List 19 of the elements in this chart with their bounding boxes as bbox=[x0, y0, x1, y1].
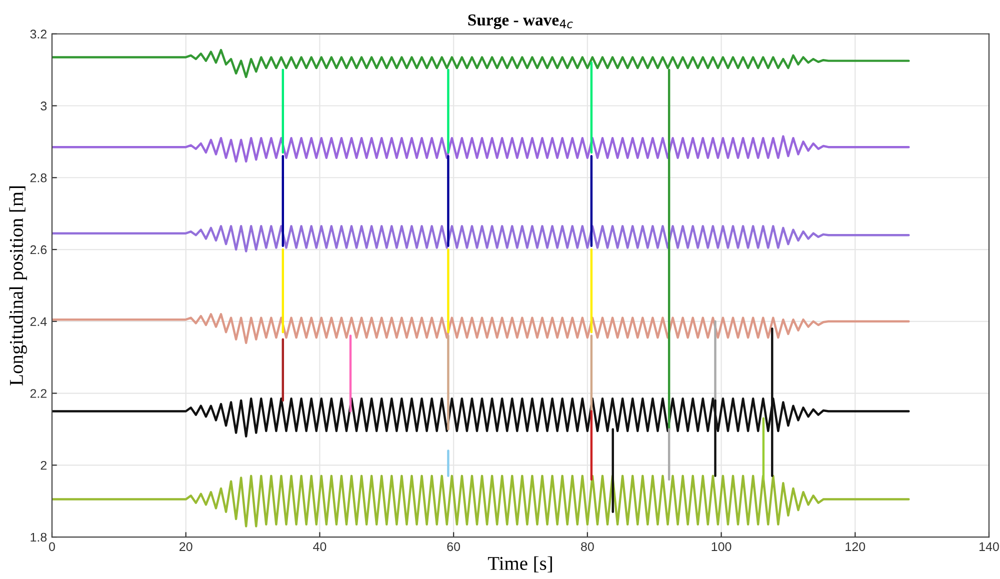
y-tick-label: 2.6 bbox=[30, 245, 47, 254]
x-axis-title: Time [s] bbox=[488, 556, 552, 572]
y-tick-label: 2 bbox=[40, 460, 47, 470]
chart-title: Surge - wave$_{4c}$ bbox=[468, 14, 573, 30]
y-tick-label: 3.2 bbox=[30, 30, 47, 39]
y-tick-label: 3 bbox=[40, 102, 47, 110]
y-tick-label: 2.4 bbox=[30, 317, 47, 326]
y-tick-label: 2.8 bbox=[30, 173, 47, 182]
y-tick-label: 2.2 bbox=[30, 389, 47, 398]
x-tick-label: 100 bbox=[712, 542, 732, 552]
y-tick-label: 1.8 bbox=[30, 532, 47, 542]
x-tick-label: 40 bbox=[313, 542, 326, 552]
y-axis-title: Longitudinal position [m] bbox=[9, 186, 27, 386]
x-tick-label: 140 bbox=[980, 542, 999, 552]
x-tick-label: 20 bbox=[180, 542, 192, 552]
x-tick-label: 120 bbox=[846, 542, 866, 552]
x-tick-label: 80 bbox=[581, 542, 594, 552]
x-tick-label: 0 bbox=[49, 542, 55, 552]
x-tick-label: 60 bbox=[447, 542, 460, 552]
